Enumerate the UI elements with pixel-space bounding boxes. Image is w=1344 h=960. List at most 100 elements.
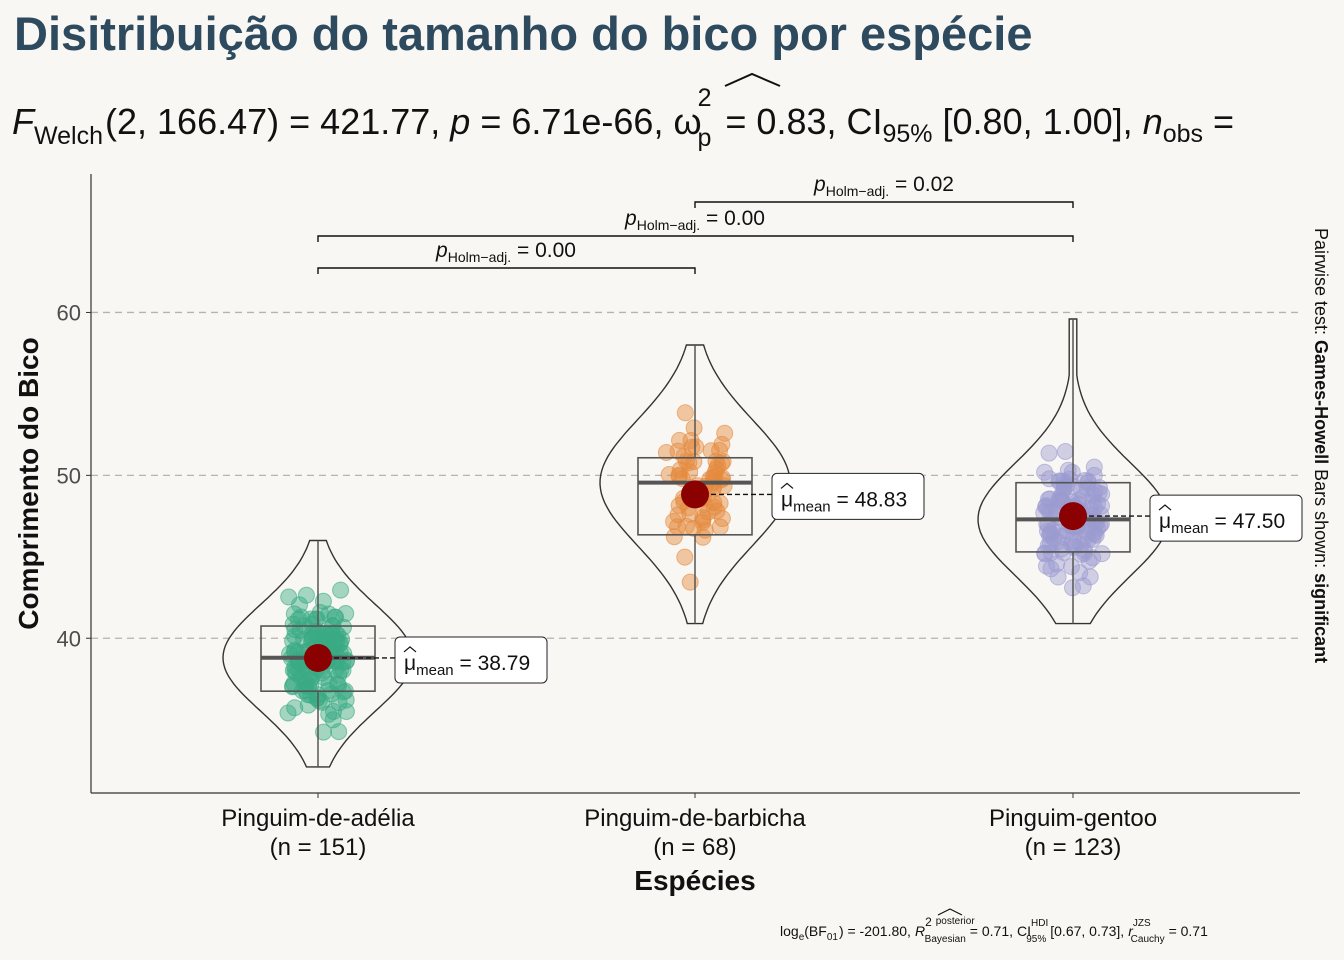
data-point xyxy=(681,463,699,481)
data-point xyxy=(1071,564,1089,582)
mean-label-sub: mean xyxy=(793,498,831,515)
data-point xyxy=(337,605,355,622)
mean-label: μmean = 48.83 xyxy=(781,488,907,515)
subtitle-ci-sub: 95% xyxy=(882,120,932,148)
subtitle-omega-sub: p xyxy=(697,124,711,152)
mean-label-sub: mean xyxy=(1171,520,1209,537)
mean-hat-mark xyxy=(780,482,794,489)
data-point xyxy=(330,666,348,684)
pairwise-note-bars: significant xyxy=(1311,573,1331,663)
data-point xyxy=(713,510,731,527)
subtitle-f-args: (2, 166.47) xyxy=(105,101,279,142)
caption-rc-sub: Cauchy xyxy=(1131,934,1165,945)
chart-caption: loge(BF01) = -201.80, R2 posterior Bayesian… xyxy=(780,915,1208,945)
chart-title: Disitribuição do tamanho do bico por esp… xyxy=(14,7,1033,60)
caption-r-sub: Bayesian xyxy=(925,934,966,945)
mean-label-sub: mean xyxy=(416,662,454,679)
subtitle-f-sub: Welch xyxy=(34,122,103,150)
mean-label-mu: μ xyxy=(1159,510,1171,533)
mean-label-box xyxy=(771,472,925,520)
pairwise-label-p: p xyxy=(813,173,826,196)
data-point xyxy=(337,703,355,720)
data-point xyxy=(711,494,729,512)
data-point xyxy=(716,424,734,442)
data-point xyxy=(676,404,694,422)
x-axis-title: Espécies xyxy=(634,865,755,896)
data-point xyxy=(1079,530,1097,548)
subtitle-omega-symbol: ω xyxy=(673,101,701,142)
mean-label-box xyxy=(1149,494,1303,542)
pairwise-bracket xyxy=(317,235,1074,242)
data-point xyxy=(286,699,304,717)
data-point xyxy=(1064,532,1082,550)
x-tick-label: Pinguim-de-barbicha xyxy=(584,805,806,832)
subtitle-omega-sup: 2 xyxy=(698,84,712,112)
caption-log-symbol: log xyxy=(780,923,799,939)
data-point xyxy=(290,660,308,678)
data-point xyxy=(665,528,683,546)
pairwise-bracket xyxy=(317,267,696,274)
pairwise-note-test: Games-Howell xyxy=(1311,340,1331,464)
data-point xyxy=(320,705,338,723)
data-point xyxy=(299,696,317,714)
mean-hat-mark xyxy=(403,646,417,653)
caption-log-sub: e xyxy=(799,932,805,943)
caption-rc-symbol: r xyxy=(1128,923,1134,939)
data-point xyxy=(681,573,699,591)
pairwise-label-sub: Holm−adj. xyxy=(637,217,700,233)
y-axis-title: Comprimento do Bico xyxy=(13,337,44,629)
x-tick-label: Pinguim-gentoo xyxy=(989,805,1157,832)
data-point xyxy=(286,621,304,639)
x-tick-n-label: (n = 123) xyxy=(1025,834,1122,861)
pairwise-label-p: p xyxy=(435,239,448,262)
caption-r-symbol: R xyxy=(915,923,925,939)
data-point xyxy=(657,444,675,461)
subtitle-n-value: = xyxy=(1213,101,1234,142)
data-point xyxy=(302,610,320,628)
pairwise-note: Pairwise test: Games-Howell Bars shown: … xyxy=(1311,228,1331,663)
mean-point xyxy=(304,643,332,672)
data-point xyxy=(311,604,329,621)
mean-label-box xyxy=(394,636,548,684)
data-point xyxy=(1050,473,1068,491)
data-point xyxy=(1036,463,1054,481)
y-tick-label: 50 xyxy=(57,463,81,488)
data-point xyxy=(1056,443,1074,460)
data-point xyxy=(1036,545,1054,563)
data-point xyxy=(676,548,694,566)
violin-outline xyxy=(599,344,791,625)
omega-hat-mark xyxy=(724,72,781,87)
caption-ci-sup: HDI xyxy=(1031,918,1048,929)
subtitle-p-value: = 6.71e-66, xyxy=(480,101,663,142)
caption-rc-sup: JZS xyxy=(1133,918,1151,929)
caption-ci-value: [0.67, 0.73], xyxy=(1050,923,1124,939)
data-point xyxy=(1084,549,1102,567)
caption-rc-value: = 0.71 xyxy=(1169,923,1209,939)
violin-outline xyxy=(222,539,414,768)
subtitle-f-symbol: F xyxy=(12,101,36,142)
mean-label: μmean = 38.79 xyxy=(404,652,530,679)
pairwise-label-value: = 0.02 xyxy=(889,173,954,196)
mean-point xyxy=(681,480,709,509)
data-point xyxy=(330,635,348,653)
data-point xyxy=(713,435,731,453)
data-point xyxy=(702,442,720,460)
data-point xyxy=(685,453,703,471)
data-point xyxy=(330,694,348,712)
data-point xyxy=(329,675,346,693)
caption-bf-sub: 01 xyxy=(827,932,839,943)
data-point xyxy=(1076,544,1093,562)
x-tick-n-label: (n = 151) xyxy=(270,834,367,861)
mean-label-value: = 38.79 xyxy=(454,652,530,675)
pairwise-label-sub: Holm−adj. xyxy=(826,183,889,199)
mean-label-mu: μ xyxy=(781,488,793,511)
pairwise-note-prefix: Pairwise test: xyxy=(1311,228,1331,340)
data-point xyxy=(279,704,297,722)
data-point xyxy=(315,723,332,741)
subtitle-n-sub: obs xyxy=(1163,120,1203,148)
pairwise-label-sub: Holm−adj. xyxy=(448,249,511,265)
subtitle-p-symbol: p xyxy=(449,101,470,142)
data-point xyxy=(685,419,703,437)
data-point xyxy=(325,703,342,720)
